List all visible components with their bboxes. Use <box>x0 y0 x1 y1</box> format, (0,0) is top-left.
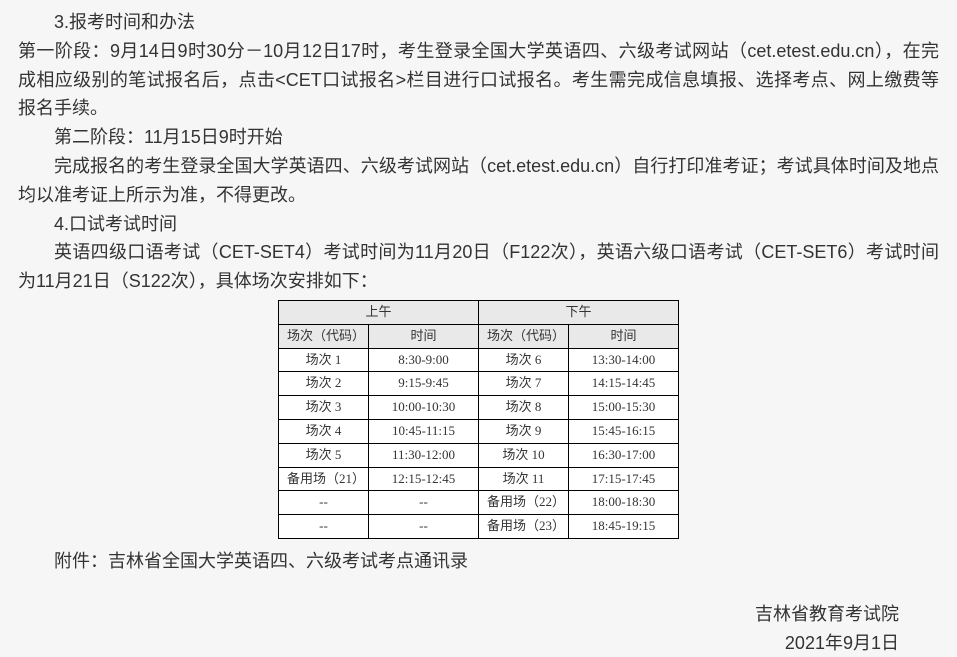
cell-am-time: 10:45-11:15 <box>369 419 479 443</box>
cell-am-time: 11:30-12:00 <box>369 443 479 467</box>
schedule-table-wrap: 上午 下午 场次（代码） 时间 场次（代码） 时间 场次 1 8:30-9:00… <box>18 300 939 539</box>
cell-pm-code: 备用场（22） <box>479 491 569 515</box>
table-row: 场次 4 10:45-11:15 场次 9 15:45-16:15 <box>279 419 679 443</box>
cell-pm-code: 场次 6 <box>479 348 569 372</box>
table-row: 场次 3 10:00-10:30 场次 8 15:00-15:30 <box>279 396 679 420</box>
cell-am-time: -- <box>369 515 479 539</box>
cell-pm-code: 场次 10 <box>479 443 569 467</box>
section4-heading: 4.口试考试时间 <box>18 210 939 239</box>
cell-pm-code: 备用场（23） <box>479 515 569 539</box>
table-header-row-1: 上午 下午 <box>279 300 679 324</box>
cell-am-code: 场次 4 <box>279 419 369 443</box>
footer-org: 吉林省教育考试院 <box>18 600 899 629</box>
cell-am-code: 场次 1 <box>279 348 369 372</box>
section3-heading: 3.报考时间和办法 <box>18 8 939 37</box>
cell-am-code: -- <box>279 515 369 539</box>
cell-am-time: -- <box>369 491 479 515</box>
sub-am-time: 时间 <box>369 324 479 348</box>
cell-pm-time: 13:30-14:00 <box>569 348 679 372</box>
table-row: 备用场（21） 12:15-12:45 场次 11 17:15-17:45 <box>279 467 679 491</box>
cell-am-time: 12:15-12:45 <box>369 467 479 491</box>
footer-date: 2021年9月1日 <box>18 629 899 657</box>
sub-pm-code: 场次（代码） <box>479 324 569 348</box>
table-row: 场次 1 8:30-9:00 场次 6 13:30-14:00 <box>279 348 679 372</box>
table-header-row-2: 场次（代码） 时间 场次（代码） 时间 <box>279 324 679 348</box>
header-am: 上午 <box>279 300 479 324</box>
table-row: -- -- 备用场（22） 18:00-18:30 <box>279 491 679 515</box>
table-row: 场次 5 11:30-12:00 场次 10 16:30-17:00 <box>279 443 679 467</box>
attachment-line: 附件：吉林省全国大学英语四、六级考试考点通讯录 <box>18 547 939 576</box>
header-pm: 下午 <box>479 300 679 324</box>
cell-pm-time: 18:00-18:30 <box>569 491 679 515</box>
cell-pm-time: 18:45-19:15 <box>569 515 679 539</box>
table-body: 场次 1 8:30-9:00 场次 6 13:30-14:00 场次 2 9:1… <box>279 348 679 538</box>
section4-p1: 英语四级口语考试（CET-SET4）考试时间为11月20日（F122次），英语六… <box>18 238 939 296</box>
cell-am-time: 8:30-9:00 <box>369 348 479 372</box>
cell-am-code: 场次 2 <box>279 372 369 396</box>
cell-pm-time: 16:30-17:00 <box>569 443 679 467</box>
section3-p1: 第一阶段：9月14日9时30分－10月12日17时，考生登录全国大学英语四、六级… <box>18 37 939 123</box>
cell-am-code: -- <box>279 491 369 515</box>
cell-am-code: 场次 5 <box>279 443 369 467</box>
section3-p2: 第二阶段：11月15日9时开始 <box>18 123 939 152</box>
cell-am-time: 9:15-9:45 <box>369 372 479 396</box>
sub-am-code: 场次（代码） <box>279 324 369 348</box>
cell-pm-code: 场次 11 <box>479 467 569 491</box>
table-row: 场次 2 9:15-9:45 场次 7 14:15-14:45 <box>279 372 679 396</box>
cell-pm-time: 15:45-16:15 <box>569 419 679 443</box>
cell-am-time: 10:00-10:30 <box>369 396 479 420</box>
cell-pm-time: 14:15-14:45 <box>569 372 679 396</box>
schedule-table: 上午 下午 场次（代码） 时间 场次（代码） 时间 场次 1 8:30-9:00… <box>278 300 679 539</box>
footer: 吉林省教育考试院 2021年9月1日 <box>18 600 939 657</box>
table-row: -- -- 备用场（23） 18:45-19:15 <box>279 515 679 539</box>
cell-am-code: 场次 3 <box>279 396 369 420</box>
cell-pm-time: 17:15-17:45 <box>569 467 679 491</box>
document-body: 3.报考时间和办法 第一阶段：9月14日9时30分－10月12日17时，考生登录… <box>18 8 939 657</box>
cell-am-code: 备用场（21） <box>279 467 369 491</box>
cell-pm-code: 场次 8 <box>479 396 569 420</box>
cell-pm-code: 场次 7 <box>479 372 569 396</box>
cell-pm-code: 场次 9 <box>479 419 569 443</box>
cell-pm-time: 15:00-15:30 <box>569 396 679 420</box>
section3-p3: 完成报名的考生登录全国大学英语四、六级考试网站（cet.etest.edu.cn… <box>18 152 939 210</box>
sub-pm-time: 时间 <box>569 324 679 348</box>
